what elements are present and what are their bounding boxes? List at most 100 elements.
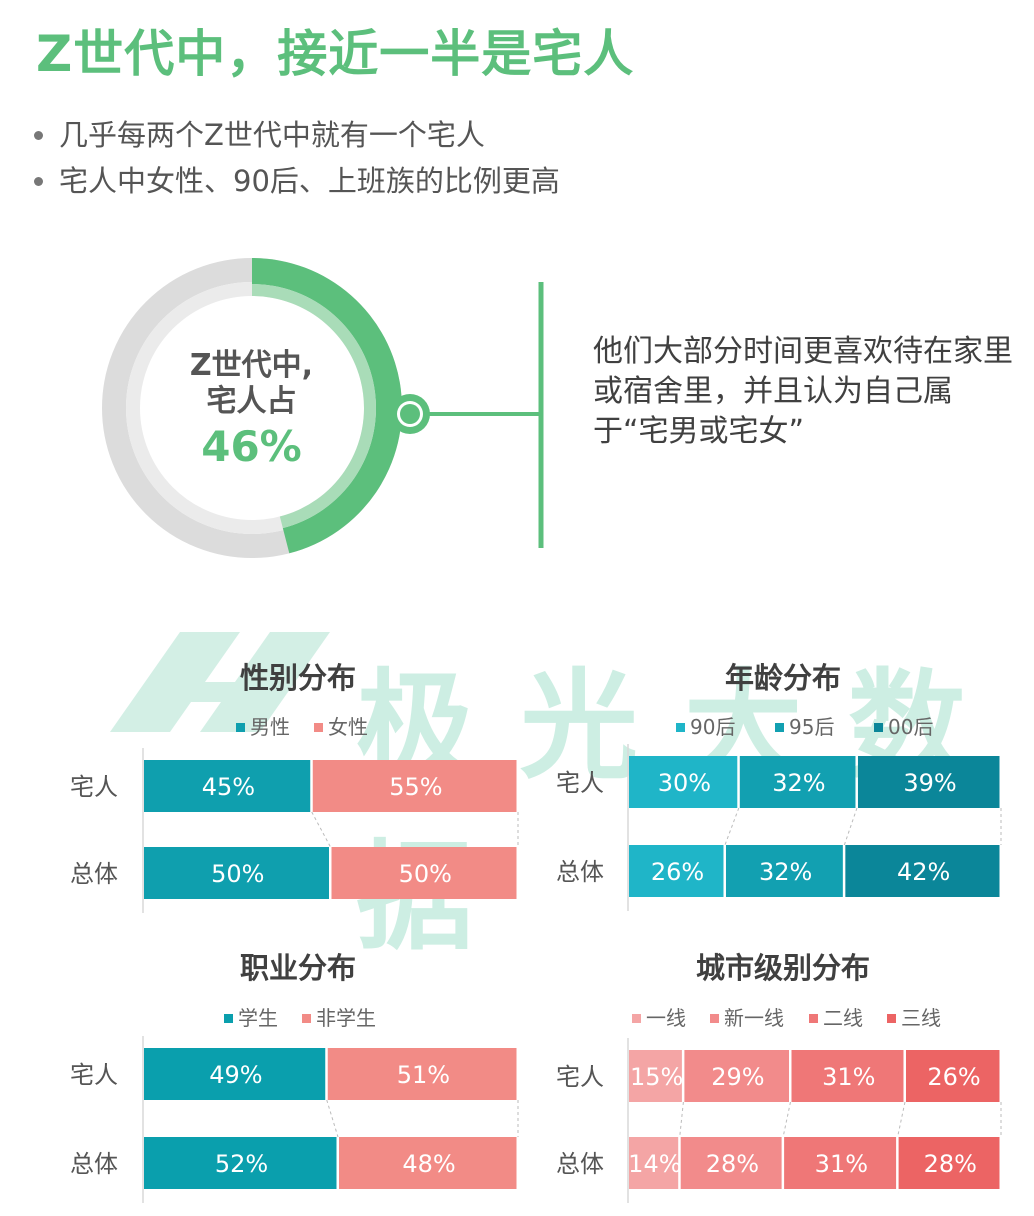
data-label: 31% (815, 1150, 868, 1178)
bar-segment (144, 847, 329, 899)
legend-swatch (676, 723, 685, 732)
legend-swatch (302, 1014, 311, 1023)
legend-label: 女性 (328, 715, 368, 739)
legend-swatch (809, 1014, 818, 1023)
bar-segment (791, 1050, 904, 1102)
bar-segment (144, 760, 311, 812)
chart-title: 年龄分布 (725, 661, 841, 695)
legend-swatch (224, 1014, 233, 1023)
data-label: 45% (202, 773, 255, 801)
legend-label: 95后 (789, 715, 834, 739)
series-connector (782, 1101, 791, 1138)
donut-value: 46% (201, 422, 302, 471)
data-label: 50% (211, 860, 264, 888)
bar-segment (339, 1137, 517, 1189)
bar-segment (327, 1048, 517, 1100)
data-label: 48% (402, 1150, 455, 1178)
data-label: 31% (822, 1063, 875, 1091)
description-text: 他们大部分时间更喜欢待在家里或宿舍里，并且认为自己属于“宅男或宅女” (593, 334, 1013, 449)
series-connector (679, 1101, 684, 1138)
bar-segment (629, 1050, 682, 1102)
bar-segment (739, 756, 856, 808)
legend-swatch (887, 1014, 896, 1023)
bar-segment (629, 1137, 679, 1189)
legend-label: 三线 (901, 1006, 941, 1030)
bar-segment (857, 756, 1000, 808)
chart-title: 城市级别分布 (696, 951, 870, 985)
row-label: 总体 (556, 858, 604, 886)
chart-title: 职业分布 (240, 951, 356, 985)
data-label: 42% (897, 858, 950, 886)
bar-segment (845, 845, 1000, 897)
legend-label: 一线 (646, 1006, 686, 1030)
row-label: 宅人 (556, 769, 604, 797)
legend-label: 学生 (238, 1006, 278, 1030)
legend-label: 新一线 (724, 1006, 784, 1030)
bar-segment (680, 1137, 782, 1189)
data-label: 30% (658, 769, 711, 797)
legend-swatch (775, 723, 784, 732)
data-label: 51% (397, 1061, 450, 1089)
legend-swatch (874, 723, 883, 732)
bullet-text: 宅人中女性、90后、上班族的比例更高 (59, 164, 560, 198)
legend-label: 男性 (250, 715, 290, 739)
data-label: 26% (927, 1063, 980, 1091)
data-label: 32% (759, 858, 812, 886)
legend-label: 非学生 (316, 1006, 376, 1030)
series-connector (843, 807, 858, 846)
bar-segment (629, 845, 724, 897)
donut-label-line2: 宅人占 (206, 384, 297, 419)
donut-value-arc-inner (252, 284, 376, 529)
bar-segment (629, 756, 738, 808)
legend-swatch (236, 723, 245, 732)
bar-segment (312, 760, 517, 812)
bar-segment (898, 1137, 1000, 1189)
row-label: 宅人 (70, 773, 118, 801)
data-label: 55% (389, 773, 442, 801)
bullet-item: 几乎每两个Z世代中就有一个宅人 (34, 112, 560, 158)
row-label: 总体 (556, 1150, 604, 1178)
bullet-list: 几乎每两个Z世代中就有一个宅人 宅人中女性、90后、上班族的比例更高 (34, 112, 560, 204)
donut-value-arc (252, 258, 403, 554)
bar-segment (784, 1137, 897, 1189)
data-label: 14% (628, 1150, 681, 1178)
series-connector (326, 1099, 339, 1138)
data-label: 39% (903, 769, 956, 797)
legend-label: 90后 (690, 715, 735, 739)
data-label: 29% (711, 1063, 764, 1091)
donut-label: Z世代中, 宅人占 46% (164, 348, 339, 474)
bullet-text: 几乎每两个Z世代中就有一个宅人 (59, 118, 485, 152)
bar-segment (144, 1137, 337, 1189)
data-label: 49% (209, 1061, 262, 1089)
data-label: 15% (630, 1063, 683, 1091)
page-title: Z世代中，接近一半是宅人 (36, 25, 635, 83)
bar-segment (725, 845, 843, 897)
legend-swatch (632, 1014, 641, 1023)
bar-segment (684, 1050, 789, 1102)
series-connector (897, 1101, 906, 1138)
bar-segment (905, 1050, 1000, 1102)
data-label: 26% (651, 858, 704, 886)
data-label: 32% (772, 769, 825, 797)
row-label: 总体 (70, 860, 118, 888)
chart-title: 性别分布 (240, 661, 356, 695)
row-label: 总体 (70, 1150, 118, 1178)
data-label: 52% (215, 1150, 268, 1178)
row-label: 宅人 (70, 1061, 118, 1089)
bar-segment (144, 1048, 326, 1100)
bullet-dot (34, 176, 43, 186)
legend-swatch (710, 1014, 719, 1023)
bullet-item: 宅人中女性、90后、上班族的比例更高 (34, 158, 560, 204)
legend-label: 二线 (823, 1006, 863, 1030)
series-connector (724, 807, 740, 846)
data-label: 28% (706, 1150, 759, 1178)
bullet-dot (34, 130, 43, 140)
data-label: 28% (924, 1150, 977, 1178)
row-label: 宅人 (556, 1063, 604, 1091)
legend-label: 00后 (888, 715, 933, 739)
connector-dot-core (400, 404, 420, 424)
data-label: 50% (399, 860, 452, 888)
donut-label-line1: Z世代中, (189, 348, 314, 383)
legend-swatch (314, 723, 323, 732)
